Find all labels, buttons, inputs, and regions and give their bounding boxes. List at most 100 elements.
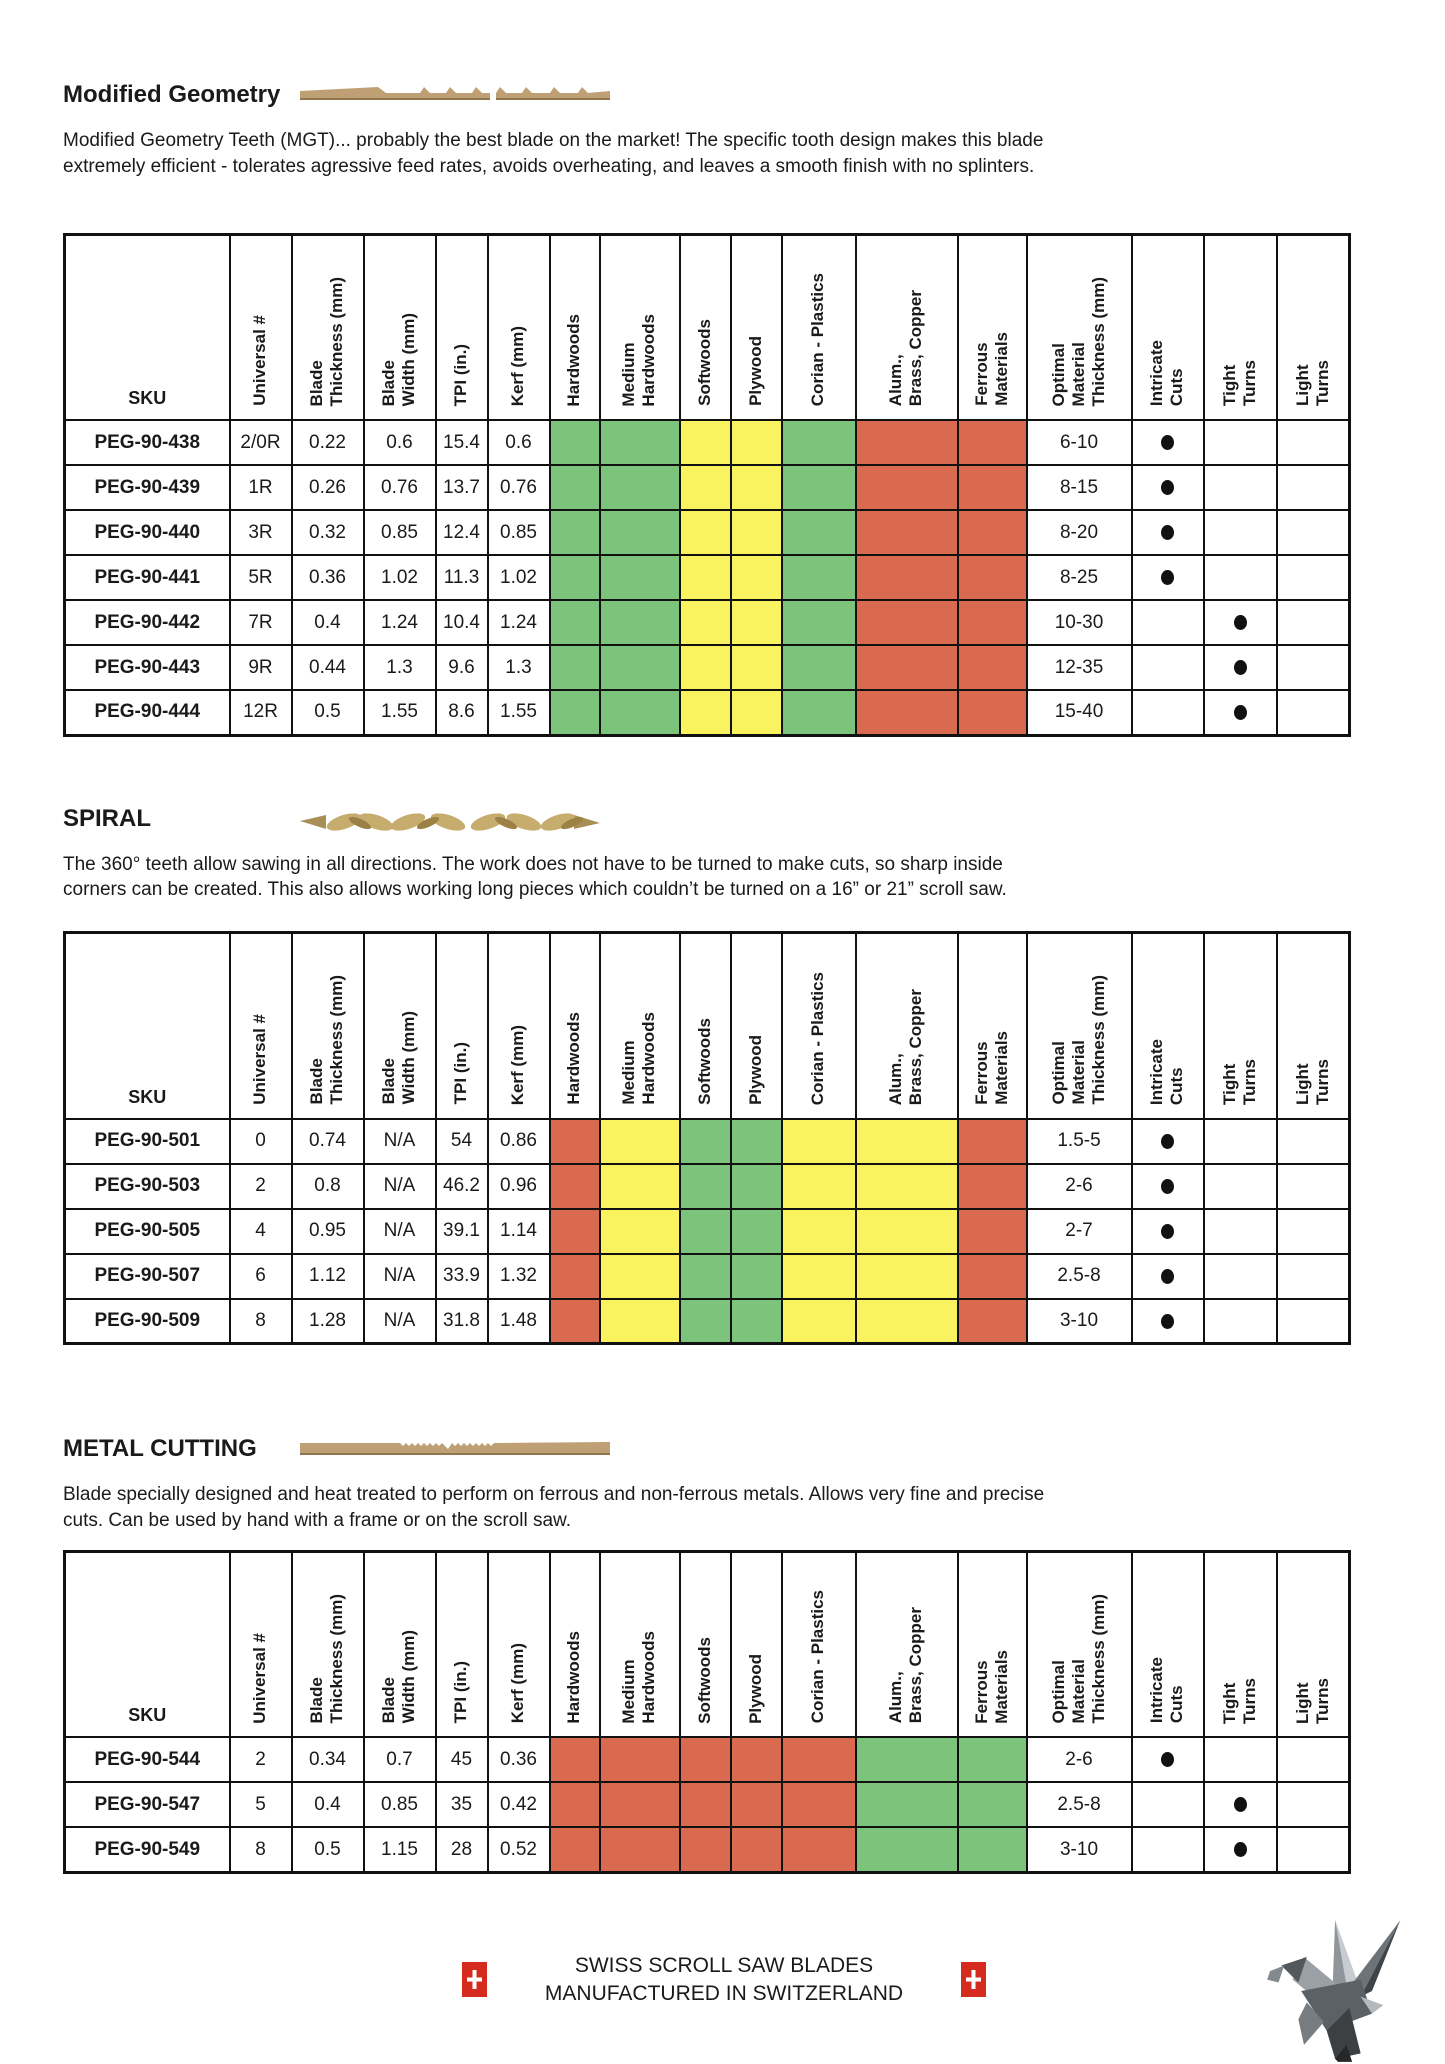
table-row: PEG-90-439 1R 0.26 0.76 13.7 0.76 8-15 bbox=[63, 464, 1351, 512]
material-cell-corian-plastics bbox=[780, 1162, 857, 1210]
header-row: SKU Universal # Blade Thickness (mm) Blade … bbox=[63, 233, 1351, 422]
blade-width-cell: 0.6 bbox=[362, 419, 437, 467]
table-row: PEG-90-501 0 0.74 N/A 54 0.86 1.5-5 bbox=[63, 1117, 1351, 1165]
optimal-thickness-cell: 15-40 bbox=[1025, 689, 1133, 737]
material-cell-ferrous-materials bbox=[956, 509, 1028, 557]
material-cell-plywood bbox=[729, 689, 783, 737]
tpi-cell: 12.4 bbox=[434, 509, 489, 557]
light-cell bbox=[1275, 1826, 1351, 1874]
light-cell bbox=[1275, 1297, 1351, 1345]
sku-cell: PEG-90-439 bbox=[63, 464, 231, 512]
kerf-cell: 1.55 bbox=[486, 689, 551, 737]
material-cell-alum-brass-copper bbox=[854, 1736, 959, 1784]
metal-cutting-table: SKU Universal # Blade Thickness (mm) Blade … bbox=[63, 1549, 1351, 1874]
header-hardwoods: Hardwoods bbox=[548, 931, 601, 1120]
header-intricate-cuts: Intricate Cuts bbox=[1130, 233, 1205, 422]
sku-cell: PEG-90-501 bbox=[63, 1117, 231, 1165]
universal-number-cell: 8 bbox=[228, 1826, 293, 1874]
tpi-cell: 28 bbox=[434, 1826, 489, 1874]
tight-cell bbox=[1202, 419, 1278, 467]
kerf-cell: 0.42 bbox=[486, 1781, 551, 1829]
material-cell-corian-plastics bbox=[780, 1826, 857, 1874]
material-cell-ferrous-materials bbox=[956, 1781, 1028, 1829]
header-medium-hardwoods: Medium Hardwoods bbox=[598, 233, 681, 422]
blade-thickness-cell: 0.44 bbox=[290, 644, 365, 692]
material-cell-softwoods bbox=[678, 1162, 732, 1210]
blade-width-cell: N/A bbox=[362, 1162, 437, 1210]
material-cell-corian-plastics bbox=[780, 1736, 857, 1784]
material-cell-ferrous-materials bbox=[956, 1162, 1028, 1210]
intricate-cell bbox=[1130, 1207, 1205, 1255]
header-corian-plastics: Corian - Plastics bbox=[780, 931, 857, 1120]
dot-mark bbox=[1161, 1313, 1174, 1329]
section-modified-geometry: Modified Geometry Modified Geometry Teet… bbox=[63, 80, 1385, 737]
light-cell bbox=[1275, 599, 1351, 647]
blade-thickness-cell: 0.36 bbox=[290, 554, 365, 602]
light-cell bbox=[1275, 1736, 1351, 1784]
header-blade-thickness-mm: Blade Thickness (mm) bbox=[290, 931, 365, 1120]
header-sku: SKU bbox=[63, 1550, 231, 1739]
header-softwoods: Softwoods bbox=[678, 1550, 732, 1739]
tpi-cell: 9.6 bbox=[434, 644, 489, 692]
optimal-thickness-cell: 3-10 bbox=[1025, 1826, 1133, 1874]
swiss-flag-icon bbox=[461, 1962, 487, 1998]
header-tight-turns: Tight Turns bbox=[1202, 233, 1278, 422]
metal-cutting-blade-icon bbox=[300, 1442, 610, 1456]
blade-width-cell: 1.15 bbox=[362, 1826, 437, 1874]
dot-mark bbox=[1161, 1268, 1174, 1284]
blade-thickness-cell: 0.74 bbox=[290, 1117, 365, 1165]
table-row: PEG-90-549 8 0.5 1.15 28 0.52 3-10 bbox=[63, 1826, 1351, 1874]
header-light-turns: Light Turns bbox=[1275, 1550, 1351, 1739]
material-cell-hardwoods bbox=[548, 1252, 601, 1300]
light-cell bbox=[1275, 689, 1351, 737]
section-title-row: SPIRAL bbox=[63, 804, 1385, 834]
kerf-cell: 1.02 bbox=[486, 554, 551, 602]
optimal-thickness-cell: 2-7 bbox=[1025, 1207, 1133, 1255]
universal-number-cell: 5 bbox=[228, 1781, 293, 1829]
tight-cell bbox=[1202, 1826, 1278, 1874]
material-cell-corian-plastics bbox=[780, 554, 857, 602]
material-cell-plywood bbox=[729, 1781, 783, 1829]
material-cell-softwoods bbox=[678, 1252, 732, 1300]
light-cell bbox=[1275, 509, 1351, 557]
optimal-thickness-cell: 2-6 bbox=[1025, 1162, 1133, 1210]
material-cell-alum-brass-copper bbox=[854, 644, 959, 692]
material-cell-plywood bbox=[729, 554, 783, 602]
dot-mark bbox=[1233, 704, 1247, 720]
table-row: PEG-90-507 6 1.12 N/A 33.9 1.32 2.5-8 bbox=[63, 1252, 1351, 1300]
tpi-cell: 35 bbox=[434, 1781, 489, 1829]
material-cell-alum-brass-copper bbox=[854, 1117, 959, 1165]
optimal-thickness-cell: 6-10 bbox=[1025, 419, 1133, 467]
dot-mark bbox=[1161, 1178, 1174, 1194]
tpi-cell: 15.4 bbox=[434, 419, 489, 467]
material-cell-ferrous-materials bbox=[956, 1826, 1028, 1874]
material-cell-medium-hardwoods bbox=[598, 644, 681, 692]
footer-text: SWISS SCROLL SAW BLADES MANUFACTURED IN … bbox=[545, 1952, 903, 2007]
material-cell-ferrous-materials bbox=[956, 1117, 1028, 1165]
mgt-tooth-blade-icon bbox=[300, 87, 610, 100]
tight-cell bbox=[1202, 689, 1278, 737]
table-row: PEG-90-505 4 0.95 N/A 39.1 1.14 2-7 bbox=[63, 1207, 1351, 1255]
material-cell-ferrous-materials bbox=[956, 1252, 1028, 1300]
header-tpi-in: TPI (in.) bbox=[434, 931, 489, 1120]
header-optimal-material-thickness-mm: Optimal Material Thickness (mm) bbox=[1025, 233, 1133, 422]
material-cell-ferrous-materials bbox=[956, 464, 1028, 512]
blade-width-cell: 1.02 bbox=[362, 554, 437, 602]
kerf-cell: 1.32 bbox=[486, 1252, 551, 1300]
kerf-cell: 0.86 bbox=[486, 1117, 551, 1165]
section-metal-cutting: METAL CUTTING Blade specially designed a… bbox=[63, 1434, 1385, 1874]
mgt-table: SKU Universal # Blade Thickness (mm) Blade … bbox=[63, 232, 1351, 737]
material-cell-corian-plastics bbox=[780, 1297, 857, 1345]
tpi-cell: 10.4 bbox=[434, 599, 489, 647]
light-cell bbox=[1275, 419, 1351, 467]
universal-number-cell: 6 bbox=[228, 1252, 293, 1300]
material-cell-softwoods bbox=[678, 1207, 732, 1255]
sku-cell: PEG-90-438 bbox=[63, 419, 231, 467]
header-universal: Universal # bbox=[228, 233, 293, 422]
material-cell-alum-brass-copper bbox=[854, 1781, 959, 1829]
material-cell-plywood bbox=[729, 464, 783, 512]
header-blade-width-mm: Blade Width (mm) bbox=[362, 233, 437, 422]
header-universal: Universal # bbox=[228, 931, 293, 1120]
blade-width-cell: 0.85 bbox=[362, 1781, 437, 1829]
optimal-thickness-cell: 2.5-8 bbox=[1025, 1252, 1133, 1300]
